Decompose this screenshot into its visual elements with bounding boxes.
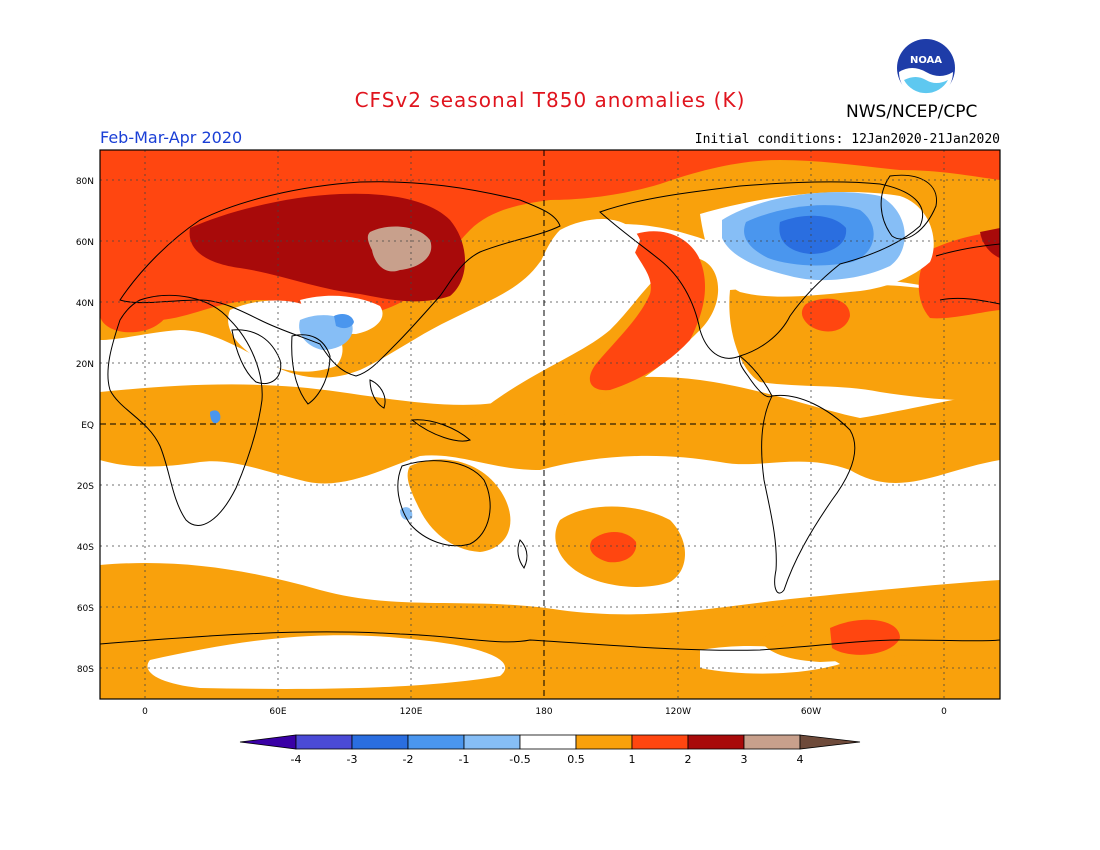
lat-label-40s: 40S bbox=[77, 543, 94, 553]
lon-label-120e: 120E bbox=[400, 707, 423, 717]
siberia-extreme bbox=[367, 226, 432, 272]
lat-label-20n: 20N bbox=[76, 360, 94, 370]
colorbar-seg-4 bbox=[463, 734, 521, 750]
colorbar-seg-3 bbox=[407, 734, 465, 750]
colorbar-seg-10 bbox=[799, 734, 861, 750]
north-pacific-tongue bbox=[470, 257, 719, 422]
svg-text:NOAA: NOAA bbox=[910, 55, 942, 66]
map-frame bbox=[99, 149, 1001, 700]
anomaly-field bbox=[100, 150, 1000, 699]
lat-label-80n: 80N bbox=[76, 177, 94, 187]
lon-label-120w: 120W bbox=[665, 707, 691, 717]
lon-labels: 0 60E 120E 180 120W 60W 0 bbox=[142, 707, 947, 717]
colorbar-label: -4 bbox=[291, 753, 302, 766]
siberia-dark-red bbox=[189, 193, 465, 302]
colorbar-label: -2 bbox=[403, 753, 414, 766]
europe-red-left bbox=[100, 282, 172, 333]
lon-label-0-east: 0 bbox=[941, 707, 947, 717]
lat-label-60n: 60N bbox=[76, 238, 94, 248]
lat-label-40n: 40N bbox=[76, 299, 94, 309]
colorbar-seg-6 bbox=[575, 734, 633, 750]
colorbar-label: -3 bbox=[347, 753, 358, 766]
colorbar-label: -0.5 bbox=[509, 753, 530, 766]
south-pacific-hot bbox=[589, 531, 637, 563]
gridlines bbox=[100, 150, 1000, 699]
colorbar-label: 3 bbox=[741, 753, 748, 766]
colorbar-label: -1 bbox=[459, 753, 470, 766]
south-atlantic-warm bbox=[760, 589, 1000, 662]
colorbar-seg-5 bbox=[519, 734, 577, 750]
colorbar-seg-9 bbox=[743, 734, 801, 750]
lon-label-180: 180 bbox=[535, 707, 552, 717]
coastlines bbox=[100, 174, 1000, 651]
eurasia-warm bbox=[100, 150, 1000, 378]
colorbar-seg-2 bbox=[351, 734, 409, 750]
agency-label: NWS/NCEP/CPC bbox=[846, 102, 978, 122]
australia-warm bbox=[407, 459, 511, 552]
colorbar-labels: -4 -3 -2 -1 -0.5 0.5 1 2 3 4 bbox=[291, 753, 804, 766]
europe-red-right bbox=[918, 232, 1000, 319]
tibet-cold-2 bbox=[334, 314, 354, 329]
australia-cold bbox=[400, 507, 413, 520]
major-gridlines bbox=[100, 150, 1000, 699]
lat-labels: 80N 60N 40N 20N EQ 20S 40S 60S 80S bbox=[76, 177, 94, 675]
colorbar-label: 4 bbox=[797, 753, 804, 766]
europe-dark-right bbox=[980, 228, 1000, 258]
colorbar-seg-1 bbox=[295, 734, 353, 750]
colorbar-label: 2 bbox=[685, 753, 692, 766]
map-title: CFSv2 seasonal T850 anomalies (K) bbox=[354, 88, 746, 112]
colorbar bbox=[239, 734, 861, 750]
colorbar-seg-8 bbox=[687, 734, 745, 750]
indian-ocean-warm bbox=[100, 376, 1000, 484]
arctic-red bbox=[100, 150, 1000, 321]
lon-label-60w: 60W bbox=[801, 707, 821, 717]
canada-cold-1 bbox=[722, 192, 905, 281]
lat-label-60s: 60S bbox=[77, 604, 94, 614]
noaa-logo-icon: NOAA bbox=[897, 39, 955, 98]
atlantic-hot-spot bbox=[801, 298, 850, 332]
china-neutral bbox=[300, 295, 383, 334]
africa-cold bbox=[210, 410, 221, 424]
lat-label-eq: EQ bbox=[81, 421, 94, 431]
weddell-hot-spot bbox=[830, 619, 900, 655]
lat-label-20s: 20S bbox=[77, 482, 94, 492]
india-neutral bbox=[228, 300, 343, 372]
tibet-cold bbox=[299, 315, 353, 350]
colorbar-seg-7 bbox=[631, 734, 689, 750]
south-pacific-warm bbox=[555, 506, 685, 587]
initial-conditions: Initial conditions: 12Jan2020-21Jan2020 bbox=[694, 132, 1000, 147]
lat-label-80s: 80S bbox=[77, 665, 94, 675]
pacific-hot-ridge bbox=[589, 231, 706, 391]
colorbar-label: 1 bbox=[629, 753, 636, 766]
colorbar-seg-0 bbox=[239, 734, 297, 750]
forecast-period: Feb-Mar-Apr 2020 bbox=[100, 128, 243, 147]
antarctic-white-patch-2 bbox=[700, 645, 840, 674]
pacific-neutral bbox=[499, 219, 640, 373]
canada-cold-2 bbox=[744, 205, 874, 266]
atlantic-warm bbox=[729, 284, 1000, 401]
antarctic-white-patch bbox=[147, 635, 506, 689]
southern-warm-band bbox=[100, 562, 1000, 699]
canada-neutral bbox=[700, 192, 934, 297]
lon-label-60e: 60E bbox=[269, 707, 286, 717]
colorbar-label: 0.5 bbox=[567, 753, 585, 766]
canada-cold-3 bbox=[779, 215, 847, 254]
lon-label-0: 0 bbox=[142, 707, 148, 717]
